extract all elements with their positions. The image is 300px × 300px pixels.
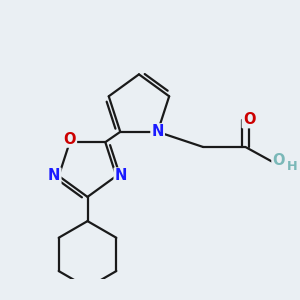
Text: O: O [243, 112, 255, 127]
Text: O: O [272, 153, 285, 168]
Text: N: N [115, 169, 127, 184]
Text: H: H [287, 160, 298, 173]
Text: N: N [48, 169, 60, 184]
Text: N: N [152, 124, 164, 139]
Text: O: O [64, 132, 76, 147]
